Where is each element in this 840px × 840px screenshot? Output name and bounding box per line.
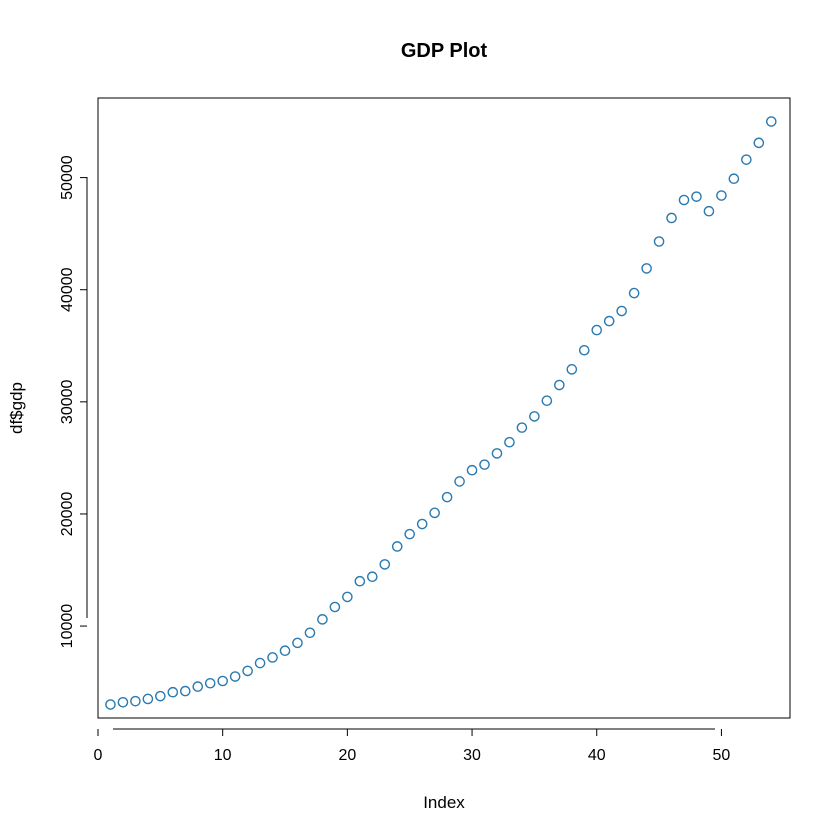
x-tick-label: 10	[214, 747, 232, 764]
data-point	[703, 205, 715, 217]
data-point	[716, 190, 727, 201]
data-point	[204, 677, 216, 689]
data-point	[603, 315, 615, 327]
y-tick-label: 30000	[59, 379, 76, 424]
data-point	[367, 571, 378, 583]
data-point	[691, 191, 702, 202]
data-point	[516, 422, 528, 433]
x-tick-label: 20	[338, 747, 356, 764]
data-point	[167, 686, 179, 698]
data-point	[379, 559, 391, 570]
data-point	[279, 645, 291, 657]
x-tick-label: 50	[713, 747, 731, 764]
data-point	[342, 591, 353, 603]
data-point	[404, 528, 416, 540]
data-point	[741, 154, 752, 165]
data-point	[529, 411, 540, 422]
data-point	[329, 601, 341, 613]
data-point	[628, 287, 640, 299]
data-point	[391, 541, 403, 552]
data-point	[591, 324, 603, 336]
data-point	[728, 173, 740, 185]
data-point	[566, 364, 578, 375]
data-point	[504, 436, 515, 448]
data-point	[254, 657, 266, 669]
data-point	[578, 344, 590, 356]
data-point	[354, 575, 366, 587]
data-point	[217, 675, 228, 687]
x-axis-label: Index	[423, 793, 465, 812]
data-point	[653, 236, 665, 247]
data-point	[429, 507, 440, 519]
data-point	[541, 395, 553, 407]
data-point	[641, 263, 652, 274]
data-point	[304, 627, 316, 639]
x-tick-label: 0	[94, 747, 103, 764]
y-axis-label: df$gdp	[7, 382, 26, 434]
data-point	[666, 212, 677, 224]
y-tick-label: 20000	[59, 492, 76, 537]
data-point	[192, 681, 204, 692]
data-point	[554, 379, 565, 391]
data-point	[117, 697, 129, 708]
y-tick-label: 50000	[59, 155, 76, 200]
data-point	[441, 491, 453, 503]
data-point	[142, 693, 154, 705]
data-point	[179, 685, 191, 697]
data-points	[105, 116, 777, 710]
plot-frame	[97, 97, 791, 719]
data-point	[753, 137, 765, 149]
data-point	[466, 464, 478, 476]
x-tick-label: 30	[463, 747, 481, 764]
y-axis-ticks: 10000 20000 30000 40000 50000	[59, 155, 87, 648]
data-point	[292, 637, 303, 649]
data-point	[454, 476, 465, 487]
data-point	[616, 305, 627, 317]
data-point	[479, 459, 490, 470]
y-tick-label: 40000	[59, 267, 76, 312]
data-point	[105, 699, 116, 710]
data-point	[267, 652, 278, 663]
data-point	[155, 690, 166, 702]
data-point	[130, 695, 141, 707]
data-point	[229, 671, 241, 682]
x-axis-ticks: 0 10 20 30 40 50	[94, 729, 731, 764]
data-point	[491, 448, 503, 459]
chart-title: GDP Plot	[401, 40, 488, 62]
data-point	[678, 194, 690, 206]
data-point	[242, 665, 253, 677]
y-tick-label: 10000	[59, 604, 76, 649]
data-point	[765, 116, 777, 127]
x-tick-label: 40	[588, 747, 606, 764]
data-point	[317, 614, 328, 625]
data-point	[416, 518, 428, 530]
